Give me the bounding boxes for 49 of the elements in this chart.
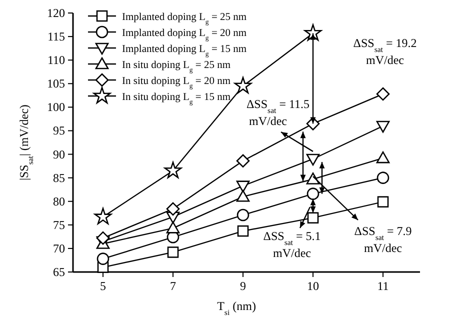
point	[236, 180, 250, 192]
x-tick-label: 7	[170, 279, 176, 293]
point	[376, 151, 390, 164]
y-tick-label: 110	[47, 53, 65, 68]
point	[94, 208, 112, 224]
point	[167, 246, 179, 258]
point	[96, 252, 110, 265]
y-tick-label: 70	[53, 241, 65, 256]
legend-label: Implanted doping L$_{g}$ = 20 nm	[122, 28, 247, 42]
y-tick-label: 75	[53, 218, 65, 232]
point	[166, 202, 180, 216]
annotation: ΔSS$_{sat}$ = 7.9 mV/dec	[354, 224, 412, 255]
point	[376, 87, 390, 101]
legend-label: Implanted doping L$_{g}$ = 15 nm	[122, 44, 247, 58]
annotation: ΔSS$_{sat}$ = 11.5 mV/dec	[246, 97, 310, 128]
point	[306, 154, 320, 166]
y-tick-label: 115	[47, 30, 65, 44]
point	[236, 154, 250, 168]
point	[377, 196, 389, 208]
point	[236, 190, 250, 202]
legend-label: Implanted doping L$_{g}$ = 25 nm	[122, 12, 247, 26]
y-tick-label: 65	[53, 265, 65, 279]
y-tick-label: 80	[53, 194, 65, 208]
legend-label: In situ doping L$_{g}$ = 25 nm	[122, 60, 230, 74]
x-tick-label: 5	[100, 279, 106, 293]
legend-label: In situ doping L$_{g}$ = 15 nm	[122, 92, 230, 106]
annotation: ΔSS$_{sat}$ = 5.1 mV/dec	[263, 229, 321, 260]
y-tick-label: 85	[53, 170, 65, 185]
y-tick-label: 90	[53, 147, 65, 162]
x-tick-label: 10	[307, 279, 319, 293]
point	[306, 188, 320, 200]
y-tick-label: 105	[47, 76, 65, 91]
point	[237, 225, 249, 237]
x-tick-label: 9	[240, 279, 246, 293]
legend-label: In situ doping L$_{g}$ = 20 nm	[122, 76, 230, 90]
point	[96, 231, 110, 245]
y-tick-label: 100	[47, 100, 65, 114]
point	[376, 120, 390, 133]
point	[307, 212, 319, 224]
point	[164, 162, 182, 178]
point	[236, 208, 250, 222]
y-tick-label: 120	[47, 6, 65, 20]
x-axis-title: T$_{si}$ (nm)	[217, 299, 256, 316]
point	[166, 222, 180, 234]
point	[376, 172, 390, 184]
annotation: ΔSS$_{sat}$ = 19.2 mV/dec	[353, 36, 417, 67]
x-tick-label: 11	[377, 279, 389, 293]
point	[234, 76, 252, 94]
y-tick-label: 95	[53, 124, 65, 138]
